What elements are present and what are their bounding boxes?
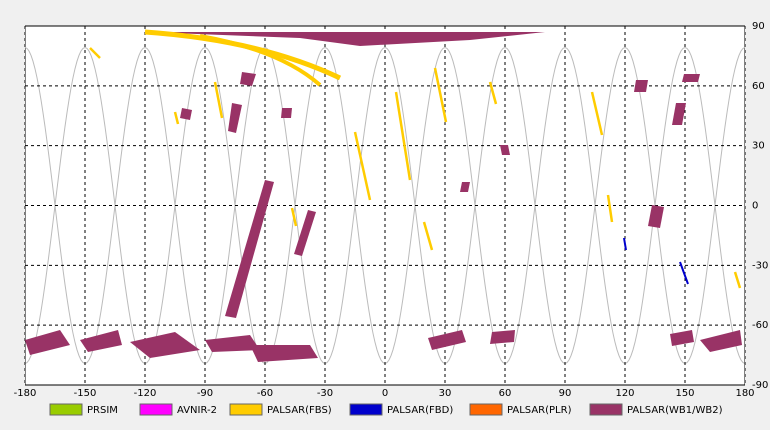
x-tick-label: 0 (382, 388, 388, 399)
x-tick-label: 60 (499, 388, 512, 399)
swath (460, 182, 470, 192)
mask (745, 0, 770, 430)
x-tick-label: -180 (14, 388, 37, 399)
swath (250, 345, 318, 362)
y-tick-label: -60 (752, 320, 768, 331)
swath (213, 81, 224, 119)
y-tick-label: 0 (752, 201, 758, 212)
swath (500, 145, 510, 155)
x-tick-label: 120 (615, 388, 634, 399)
x-tick-label: -30 (317, 388, 333, 399)
y-tick-label: 30 (752, 141, 765, 152)
swath (281, 108, 292, 118)
x-tick-label: 150 (675, 388, 694, 399)
x-tick-label: -150 (74, 388, 97, 399)
legend-label: PALSAR(WB1/WB2) (627, 405, 723, 416)
swath (733, 271, 742, 289)
legend-swatch (469, 403, 503, 416)
swath (428, 330, 466, 350)
legend-swatch (139, 403, 173, 416)
swath (623, 237, 627, 251)
x-tick-label: -90 (197, 388, 213, 399)
swath (672, 103, 686, 125)
swath (488, 81, 498, 105)
swath (353, 131, 372, 201)
swath (490, 330, 515, 344)
legend-label: PALSAR(FBS) (267, 405, 332, 416)
y-tick-label: 60 (752, 81, 765, 92)
legend-swatch (49, 403, 83, 416)
swath (670, 330, 694, 346)
swath (294, 210, 316, 256)
x-tick-label: 180 (735, 388, 754, 399)
swath (290, 207, 298, 227)
swaths (25, 29, 742, 362)
x-tick-label: -60 (257, 388, 273, 399)
swath (682, 74, 700, 82)
swath (634, 80, 648, 92)
legend-label: PALSAR(PLR) (507, 405, 572, 416)
swath (180, 108, 192, 120)
swath (89, 47, 101, 59)
legend-label: PALSAR(FBD) (387, 405, 453, 416)
grid (24, 25, 746, 386)
ticks: -180 -150 -120 -90 -60 -30 0 30 60 90 120 150 180-90… (14, 21, 769, 399)
swath (606, 194, 614, 223)
swath (130, 332, 200, 358)
swath (199, 34, 322, 87)
mask (0, 0, 25, 430)
legend-swatch (349, 403, 383, 416)
x-tick-label: -120 (134, 388, 157, 399)
swath (433, 67, 448, 123)
legend-swatch (229, 403, 263, 416)
y-tick-label: -90 (752, 380, 768, 391)
swath (700, 330, 742, 352)
legend: PRSIM AVNIR-2 PALSAR(FBS) PALSAR(FBD) PALSAR… (49, 403, 723, 416)
swath (205, 335, 260, 352)
swath (145, 32, 545, 46)
swath (25, 330, 70, 355)
swath (394, 91, 412, 181)
legend-label: AVNIR-2 (177, 405, 217, 416)
swath (590, 91, 604, 136)
legend-label: PRSIM (87, 405, 118, 416)
x-tick-label: 90 (559, 388, 572, 399)
swath (225, 180, 274, 318)
swath (240, 72, 256, 86)
x-tick-label: 30 (439, 388, 452, 399)
swath (228, 103, 242, 133)
swath (80, 330, 122, 352)
swath (648, 205, 664, 228)
legend-swatch (589, 403, 623, 416)
swath (173, 111, 180, 125)
y-tick-label: -30 (752, 260, 768, 271)
swath (679, 261, 689, 285)
y-tick-label: 90 (752, 21, 765, 32)
swath (422, 221, 434, 251)
